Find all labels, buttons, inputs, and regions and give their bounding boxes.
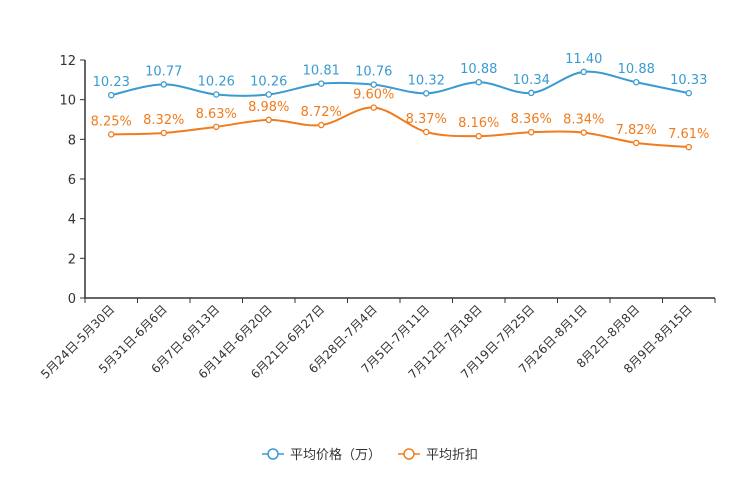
data-label: 10.34 xyxy=(513,73,550,88)
data-label: 10.88 xyxy=(618,62,655,77)
y-tick-label: 4 xyxy=(68,213,76,228)
legend-item-0[interactable]: 平均价格（万） xyxy=(262,447,381,463)
series-1: 8.25% 8.32% 8.63% 8.98% 8.72% 9.60% 8.37% 8.16%… xyxy=(91,88,709,151)
data-label: 8.34% xyxy=(563,113,604,128)
data-point xyxy=(685,89,693,97)
data-label: 10.76 xyxy=(355,65,392,80)
data-point xyxy=(160,81,167,88)
data-point xyxy=(108,131,115,138)
data-point xyxy=(580,68,588,76)
data-point xyxy=(475,78,482,86)
data-point xyxy=(212,91,220,98)
series-layer: 10.23 10.77 10.26 10.26 10.81 10.76 10.32 10.88… xyxy=(91,52,709,151)
data-point xyxy=(475,132,482,140)
series-0: 10.23 10.77 10.26 10.26 10.81 10.76 10.32 10.88… xyxy=(93,52,707,99)
data-point xyxy=(422,128,430,136)
data-label: 10.88 xyxy=(460,62,497,77)
data-label: 8.32% xyxy=(143,113,184,128)
data-label: 10.23 xyxy=(93,75,130,90)
data-label: 10.77 xyxy=(145,64,182,79)
data-point xyxy=(265,116,272,124)
data-point xyxy=(580,129,588,136)
data-point xyxy=(528,89,535,97)
y-tick-label: 0 xyxy=(68,292,76,307)
legend-marker-icon xyxy=(267,448,279,460)
legend-label: 平均价格（万） xyxy=(290,447,381,463)
data-point xyxy=(265,91,272,98)
data-label: 8.98% xyxy=(248,100,289,115)
data-point xyxy=(633,139,640,147)
data-label: 8.16% xyxy=(458,116,499,131)
y-tick-label: 6 xyxy=(68,173,76,188)
data-label: 8.36% xyxy=(511,112,552,127)
series-line xyxy=(111,106,689,149)
data-point xyxy=(633,78,640,86)
y-tick-label: 10 xyxy=(59,94,76,109)
data-label: 7.82% xyxy=(616,123,657,138)
data-label: 8.63% xyxy=(196,107,237,122)
data-label: 8.72% xyxy=(301,105,342,120)
y-tick-label: 12 xyxy=(59,54,76,69)
data-point xyxy=(422,90,430,97)
data-point xyxy=(317,80,325,87)
data-point xyxy=(108,91,115,99)
data-point xyxy=(685,143,693,151)
data-label: 7.61% xyxy=(668,127,709,142)
y-tick-label: 8 xyxy=(68,133,76,148)
y-tick-label: 2 xyxy=(68,252,76,267)
data-label: 10.33 xyxy=(670,73,707,88)
data-point xyxy=(370,104,377,111)
data-label: 8.25% xyxy=(91,114,132,129)
legend[interactable]: 平均价格（万） 平均折扣 xyxy=(262,447,478,463)
data-label: 11.40 xyxy=(565,52,602,67)
data-label: 10.81 xyxy=(303,64,340,79)
data-label: 10.26 xyxy=(250,75,287,90)
data-label: 9.60% xyxy=(353,88,394,103)
data-point xyxy=(212,123,220,131)
legend-label: 平均折扣 xyxy=(426,448,478,463)
axes: 0246810125月24日-5月30日5月31日-6月6日6月7日-6月13日… xyxy=(38,54,716,382)
data-point xyxy=(160,129,167,137)
data-point xyxy=(528,128,535,136)
data-label: 10.26 xyxy=(198,75,235,90)
data-point xyxy=(370,81,377,88)
data-point xyxy=(317,121,325,129)
series-line xyxy=(111,70,689,97)
legend-marker-icon xyxy=(403,448,415,460)
data-label: 8.37% xyxy=(406,112,447,127)
legend-item-1[interactable]: 平均折扣 xyxy=(398,448,478,463)
data-label: 10.32 xyxy=(408,73,445,88)
